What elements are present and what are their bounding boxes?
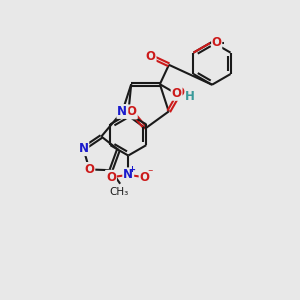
- Text: O: O: [106, 171, 116, 184]
- Text: O: O: [212, 37, 222, 50]
- Text: N: N: [117, 105, 128, 118]
- Text: O: O: [146, 50, 156, 63]
- Text: CH₃: CH₃: [109, 187, 128, 197]
- Text: O: O: [84, 163, 94, 176]
- Text: H: H: [185, 90, 195, 103]
- Text: ⁻: ⁻: [147, 168, 153, 178]
- Text: O: O: [127, 105, 137, 119]
- Text: +: +: [129, 165, 136, 174]
- Text: N: N: [123, 168, 133, 182]
- Text: N: N: [78, 142, 88, 155]
- Text: O: O: [174, 86, 184, 99]
- Text: O: O: [140, 171, 150, 184]
- Text: O: O: [172, 87, 182, 100]
